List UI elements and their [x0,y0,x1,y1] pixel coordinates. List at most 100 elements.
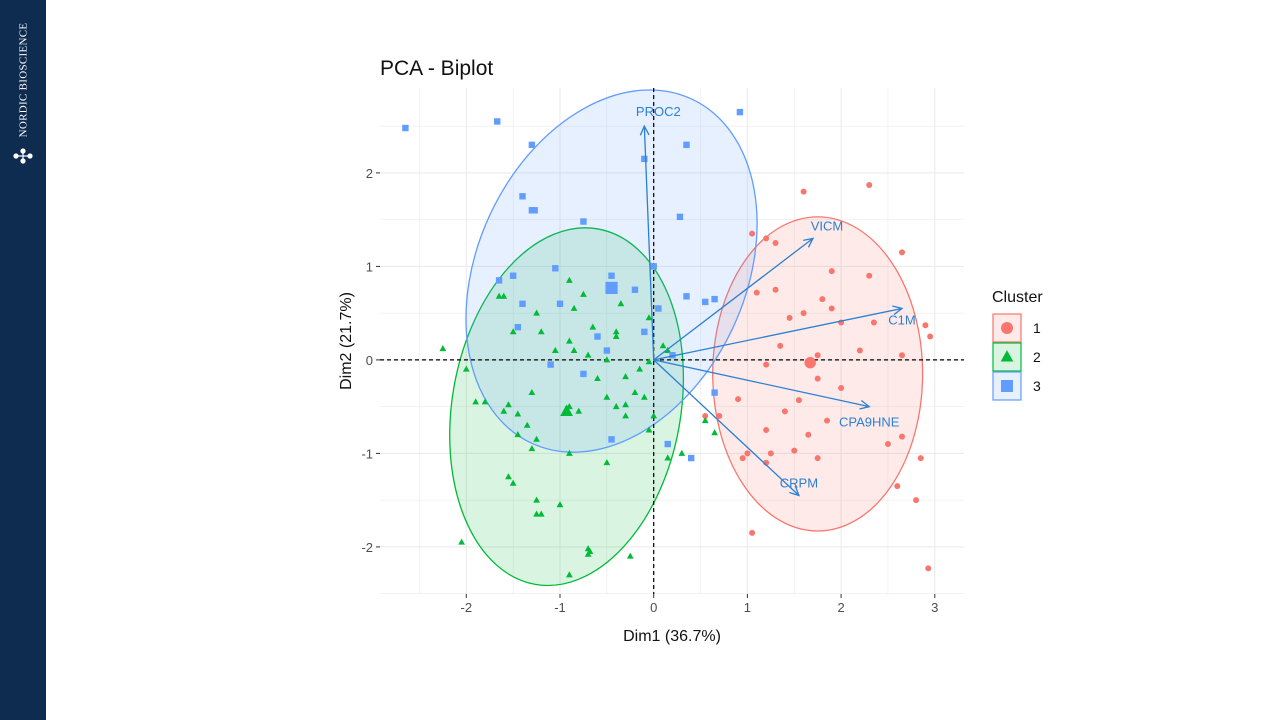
cluster-2-point [566,571,573,578]
cluster-1-point [716,413,723,419]
legend-label-3: 3 [1033,378,1041,394]
reference-lines [380,88,964,594]
x-axis-label: Dim1 (36.7%) [623,628,721,645]
cluster-2-point [659,342,667,349]
loading-label-vicm: VICM [811,218,844,233]
loading-arrow-c1m [653,307,903,361]
x-tick-label: 3 [931,600,938,615]
cluster-2-point [664,454,672,461]
cluster-2-point [537,510,545,517]
legend-symbol-3 [1001,380,1013,392]
cluster-2-point [439,345,447,352]
cluster-1-point [777,342,784,349]
cluster-2-point [612,332,620,339]
cluster-2-point [603,459,611,466]
cluster-1-point [795,397,802,404]
legend-symbol-1 [1001,322,1013,334]
cluster-1-point [927,333,934,340]
cluster-1-point [781,408,788,415]
cluster-3-point [552,265,559,272]
cluster-3-point [402,124,409,132]
cluster-3-point [556,300,564,307]
cluster-2-point [533,435,540,442]
loading-arrow-vicm [653,237,814,361]
cluster-2-point [584,550,592,557]
cluster-1-point [866,272,873,279]
cluster-3-point [711,295,718,303]
cluster-1-point [917,455,924,462]
y-tick-label: -1 [361,446,373,461]
cluster-1-point [739,455,746,462]
cluster-2-point [584,351,592,358]
cluster-2-point [537,328,545,335]
cluster-2-point [566,276,573,283]
cluster-3-point [669,352,676,359]
cluster-1-point [828,268,835,275]
legend-symbol-2 [1000,350,1014,362]
cluster-3-centroid [605,281,618,294]
cluster-2-point [500,292,508,299]
cluster-3-point [687,454,695,462]
cluster-1-point [828,305,835,312]
cluster-2-point [645,426,653,433]
cluster-3-point [641,328,648,336]
cluster-1-point [763,361,770,368]
plot-panel [380,88,964,594]
cluster-1-point [925,565,932,572]
cluster-2-centroid [560,404,573,416]
cluster-3-point [603,347,611,354]
cluster-1-point [786,314,793,321]
cluster-2-point [566,337,573,344]
cluster-1-point [772,240,779,247]
cluster-1-point [814,375,821,382]
cluster-1-centroid [804,357,816,369]
cluster-2-point [505,473,512,480]
loading-label-cpa9hne: CPA9HNE [839,415,900,430]
cluster-1-point [791,447,798,454]
cluster-3-point [683,141,690,149]
cluster-1-point [894,483,901,490]
cluster-3-point [650,263,657,270]
cluster-2-point [594,374,601,382]
cluster-1-point [866,182,873,189]
cluster-2-point [650,412,658,419]
cluster-2-point [612,328,620,335]
cluster-2-point [528,445,536,452]
cluster-1-point [884,441,891,448]
loading-arrows: PROC2 VICM C1M CPA9HNE CRPM [636,104,916,497]
cluster-2-point [645,358,653,365]
cluster-2-point [640,393,648,400]
cluster-2-point [462,365,470,372]
cluster-3-point [608,272,615,279]
plot-grid [380,88,964,594]
cluster-2-point [551,346,559,353]
cluster-legend: Cluster 1 2 3 [992,289,1043,401]
cluster-3-point [494,118,501,125]
loading-label-c1m: C1M [888,312,915,327]
cluster-1-point [753,289,760,296]
cluster-2-point [617,300,625,307]
loading-arrowhead-cpa9hne [859,399,871,410]
x-tick-label: 1 [744,600,751,615]
cluster-2-point [612,403,620,410]
cluster-3-point [528,141,536,149]
cluster-3-point [711,389,718,396]
legend-key-1 [992,313,1022,343]
axis-ticks: -2 -1 0 1 2 3 -2 -1 0 1 2 [361,166,938,615]
cluster-1-point [899,249,906,256]
cluster-2-point [626,552,634,559]
cluster-1-point [702,413,709,419]
cluster-1-point [856,347,863,354]
x-tick-label: 0 [650,600,657,615]
cluster-2-point [678,449,686,456]
cluster-2-point [505,401,512,408]
cluster-2-point [622,373,629,380]
brand-sidebar: NORDIC BIOSCIENCE [0,0,46,720]
cluster-1-point [913,497,920,504]
x-tick-label: -1 [554,600,566,615]
cluster-2-point [636,365,644,372]
cluster-2-point [589,323,597,330]
chart-title: PCA - Biplot [380,57,493,80]
y-tick-label: 1 [366,259,373,274]
